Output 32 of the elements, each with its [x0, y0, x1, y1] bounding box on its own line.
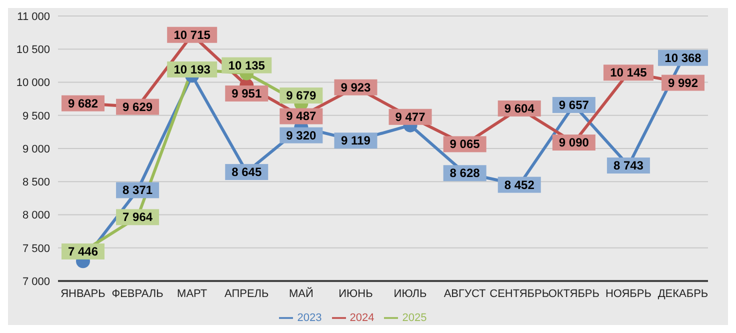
- data-label: 10 145: [610, 66, 648, 80]
- data-label: 9 951: [232, 86, 262, 100]
- data-label: 10 715: [174, 28, 211, 42]
- x-tick-label: СЕНТЯБРЬ: [490, 288, 550, 300]
- y-tick-label: 9 000: [22, 143, 50, 156]
- legend-label: 2025: [402, 312, 427, 324]
- data-label: 10 193: [174, 62, 211, 76]
- y-tick-label: 10 500: [16, 44, 50, 56]
- y-tick-label: 7 500: [22, 242, 50, 255]
- x-tick-label: ДЕКАБРЬ: [658, 288, 708, 300]
- x-tick-label: АВГУСТ: [444, 288, 486, 300]
- x-tick-label: ФЕВРАЛЬ: [112, 288, 164, 300]
- x-tick-label: НОЯБРЬ: [605, 288, 652, 300]
- x-tick-label: АПРЕЛЬ: [224, 288, 269, 300]
- y-tick-label: 11 000: [17, 10, 50, 23]
- y-tick-label: 9 500: [22, 110, 50, 122]
- x-tick-label: ИЮЛЬ: [394, 288, 427, 300]
- x-tick-label: ЯНВАРЬ: [60, 288, 106, 300]
- x-tick-label: ИЮНЬ: [338, 288, 373, 300]
- x-tick-label: ОКТЯБРЬ: [548, 288, 600, 300]
- legend-label: 2023: [297, 312, 322, 324]
- x-tick-label: МАРТ: [177, 288, 208, 300]
- y-tick-label: 7 000: [22, 276, 50, 288]
- data-label: 9 679: [286, 88, 317, 103]
- y-tick-label: 10 000: [16, 77, 50, 90]
- data-label: 9 320: [286, 128, 317, 142]
- legend-label: 2024: [350, 312, 374, 324]
- y-tick-label: 8 000: [22, 210, 50, 222]
- x-tick-label: МАЙ: [288, 286, 314, 300]
- data-label: 10 135: [228, 58, 266, 72]
- data-label: 10 368: [664, 50, 702, 65]
- y-tick-label: 8 500: [22, 176, 50, 189]
